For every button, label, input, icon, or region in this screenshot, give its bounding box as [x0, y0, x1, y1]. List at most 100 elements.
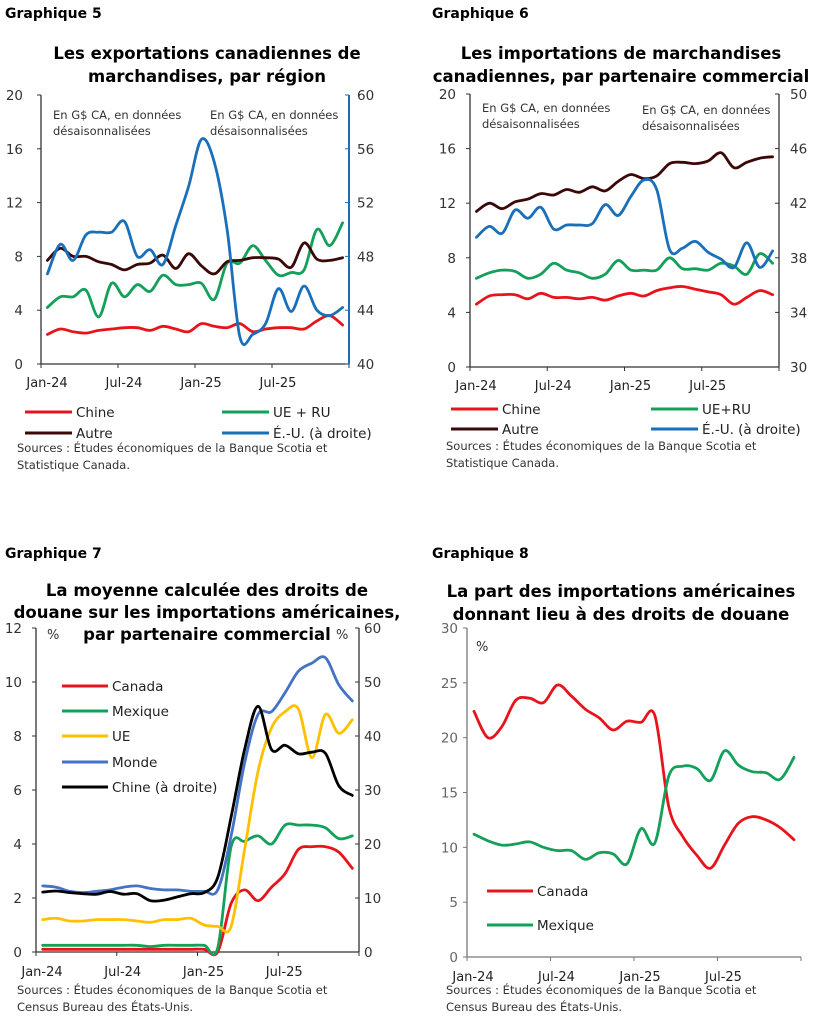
- y-tick-label-left: 0: [449, 950, 458, 966]
- y-tick-label-right: 10: [364, 891, 381, 907]
- chart6-sources: Sources : Études économiques de la Banqu…: [446, 438, 756, 472]
- y-tick-label-left: 10: [441, 840, 458, 856]
- legend-item: UE + RU: [222, 405, 331, 421]
- y-tick-label-right: 0: [364, 945, 373, 961]
- legend-label: Autre: [502, 422, 539, 438]
- chart5-label: Graphique 5: [5, 6, 102, 22]
- x-tick-label: Jan-25: [182, 965, 224, 980]
- chart5-annotation-right: En G$ CA, en données désaisonnalisées: [210, 107, 338, 139]
- chart-8: 0 5 10 15 20 25 30 Jan-24 Jul-24 Jan-25 Jul-25 Cana…: [441, 621, 802, 985]
- x-tick-label: Jul-25: [704, 970, 742, 985]
- y-tick-label-left: 15: [441, 786, 458, 802]
- y-tick-label-left: 6: [13, 783, 22, 799]
- sources-line: Statistique Canada.: [17, 458, 130, 472]
- legend-item: Chine (à droite): [62, 780, 217, 796]
- legend-label: Mexique: [537, 918, 594, 934]
- legend-label: Canada: [537, 884, 588, 900]
- legend-item: Chine: [25, 405, 115, 421]
- x-tick-label: Jan-24: [25, 376, 67, 391]
- y-tick-label-left: 20: [6, 88, 23, 104]
- x-tick-label: Jul-25: [688, 379, 726, 394]
- y-tick-label-right: 50: [364, 675, 381, 691]
- annotation-line: désaisonnalisées: [642, 119, 740, 133]
- y-tick-label-left: 4: [14, 303, 23, 319]
- y-tick-label-right: 60: [364, 621, 381, 637]
- legend-label: É.-U. (à droite): [702, 421, 801, 438]
- series-line--u-droite-: [475, 177, 774, 270]
- y-tick-label-left: 12: [439, 196, 456, 212]
- legend-item: É.-U. (à droite): [222, 425, 372, 442]
- series-line--u-droite-: [46, 137, 344, 346]
- y-tick-label-left: 16: [6, 142, 23, 158]
- y-tick-label-left: 8: [447, 251, 456, 267]
- legend-label: Mexique: [112, 704, 169, 720]
- series-line-chine: [46, 314, 344, 336]
- legend-label: Canada: [112, 679, 163, 695]
- chart-6: 0 4 8 12 16 20 30 34 38 42 46 50 Jan-24 Jul-24 Jan-25 J…: [439, 87, 807, 438]
- legend-label: UE + RU: [273, 405, 331, 421]
- legend-item: Mexique: [62, 704, 169, 720]
- y-tick-label-right: 30: [364, 783, 381, 799]
- y-tick-label-left: 5: [449, 895, 458, 911]
- legend-label: UE: [112, 729, 130, 745]
- chart8-unit-left: %: [476, 640, 489, 655]
- y-tick-label-right: 34: [790, 305, 807, 321]
- chart7-sources: Sources : Études économiques de la Banqu…: [17, 982, 327, 1016]
- y-tick-label-left: 8: [13, 729, 22, 745]
- y-tick-label-right: 38: [790, 251, 807, 267]
- y-tick-label-right: 48: [357, 249, 374, 265]
- y-tick-label-right: 46: [790, 142, 807, 158]
- y-tick-label-left: 2: [13, 891, 22, 907]
- chart7-title: La moyenne calculée des droits de douane…: [0, 580, 414, 646]
- sources-line: Census Bureau des États-Unis.: [17, 1000, 194, 1014]
- series-line-ue-ru: [475, 252, 774, 280]
- x-tick-label: Jul-25: [259, 376, 297, 391]
- series-line-chine: [475, 285, 774, 306]
- legend-label: Chine: [502, 402, 541, 418]
- legend-item: Chine: [451, 402, 541, 418]
- y-tick-label-left: 10: [5, 675, 22, 691]
- chart6-title-line: canadiennes, par partenaire commercial: [432, 67, 810, 86]
- chart7-title-line: douane sur les importations américaines,: [13, 603, 401, 622]
- x-tick-label: Jul-24: [103, 965, 141, 980]
- legend-item: Monde: [62, 755, 157, 771]
- legend-item: Mexique: [487, 918, 594, 934]
- y-tick-label-left: 0: [447, 360, 456, 376]
- legend-label: Chine: [76, 405, 115, 421]
- y-tick-label-right: 42: [790, 196, 807, 212]
- y-tick-label-left: 12: [5, 621, 22, 637]
- series-line-autre: [475, 151, 774, 213]
- chart5-annotation-left: En G$ CA, en données désaisonnalisées: [53, 107, 181, 139]
- series-line-mexique: [472, 749, 796, 867]
- y-tick-label-right: 50: [790, 87, 807, 103]
- x-tick-label: Jul-25: [265, 965, 303, 980]
- legend-label: Autre: [76, 426, 113, 442]
- sources-line: Sources : Études économiques de la Banqu…: [446, 439, 757, 453]
- legend-item: Canada: [62, 679, 163, 695]
- y-tick-label-left: 12: [6, 196, 23, 212]
- series-line-monde: [41, 655, 354, 896]
- legend-label: Monde: [112, 755, 157, 771]
- x-tick-label: Jan-25: [179, 376, 221, 391]
- chart6-title-line: Les importations de marchandises: [460, 44, 782, 63]
- annotation-line: désaisonnalisées: [210, 124, 308, 138]
- y-tick-label-left: 0: [14, 357, 23, 373]
- chart5-title-line: Les exportations canadiennes de: [53, 44, 361, 63]
- legend-label: Chine (à droite): [112, 780, 217, 796]
- y-tick-label-right: 44: [357, 303, 374, 319]
- sources-line: Sources : Études économiques de la Banqu…: [17, 983, 328, 997]
- legend-item: Canada: [487, 884, 588, 900]
- legend-item: Autre: [451, 422, 539, 438]
- annotation-line: désaisonnalisées: [482, 117, 580, 131]
- chart7-title-line: La moyenne calculée des droits de: [45, 581, 369, 600]
- x-tick-label: Jan-25: [609, 379, 651, 394]
- y-tick-label-left: 8: [14, 249, 23, 265]
- annotation-line: En G$ CA, en données: [53, 108, 182, 122]
- y-tick-label-left: 20: [439, 87, 456, 103]
- y-tick-label-right: 40: [357, 357, 374, 373]
- legend-item: UE: [62, 729, 130, 745]
- chart5-title-line: marchandises, par région: [88, 67, 326, 86]
- chart7-label: Graphique 7: [5, 546, 102, 562]
- x-tick-label: Jan-24: [454, 379, 496, 394]
